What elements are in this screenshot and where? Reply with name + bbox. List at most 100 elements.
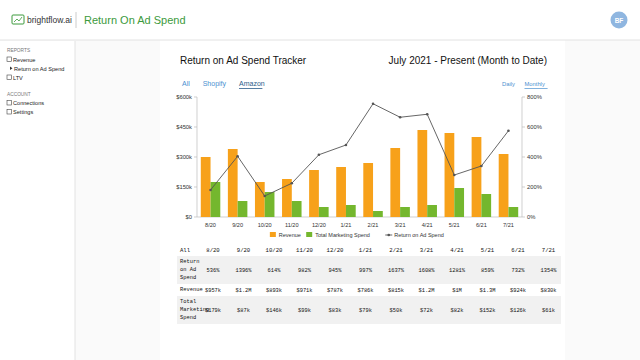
legend-label: Revenue bbox=[279, 232, 301, 238]
source-tab[interactable]: Amazon bbox=[239, 80, 265, 87]
y2-tick-label: 800% bbox=[527, 94, 542, 100]
x-tick-label: 11/20 bbox=[285, 222, 299, 228]
bar bbox=[400, 207, 410, 217]
sidebar-icon bbox=[7, 110, 12, 115]
table-cell: $146k bbox=[266, 308, 282, 314]
y2-tick bbox=[522, 187, 525, 188]
legend-swatch bbox=[385, 235, 392, 236]
x-tick-label: 8/20 bbox=[205, 222, 216, 228]
bar bbox=[346, 205, 356, 217]
table-header: 3/21 bbox=[420, 247, 434, 254]
bar bbox=[336, 167, 346, 217]
bar bbox=[238, 201, 248, 217]
line-point bbox=[453, 174, 456, 177]
sidebar-item[interactable]: Return on Ad Spend bbox=[14, 66, 64, 72]
bar bbox=[454, 188, 464, 217]
table-header: 8/20 bbox=[206, 247, 220, 254]
x-tick-label: 3/21 bbox=[395, 222, 406, 228]
sidebar-icon bbox=[7, 57, 12, 62]
table-cell: $82k bbox=[451, 308, 464, 314]
source-tab[interactable]: All bbox=[182, 80, 190, 87]
sidebar-item[interactable]: Revenue bbox=[13, 57, 35, 63]
y-tick bbox=[194, 157, 197, 158]
table-row-label-line: Spend bbox=[180, 315, 196, 321]
table-cell: $830k bbox=[540, 288, 556, 294]
legend-swatch bbox=[270, 232, 276, 237]
bar bbox=[373, 211, 383, 217]
bar bbox=[499, 154, 509, 217]
y-tick bbox=[194, 217, 197, 218]
table-cell: $815k bbox=[388, 288, 404, 294]
x-tick-label: 5/21 bbox=[449, 222, 460, 228]
legend-swatch-marker bbox=[387, 234, 390, 237]
table-cell: $99k bbox=[298, 308, 311, 314]
table-header: 5/21 bbox=[481, 247, 495, 254]
y2-tick bbox=[522, 157, 525, 158]
chart-subtitle: July 2021 - Present (Month to Date) bbox=[389, 55, 547, 66]
table-cell: $72k bbox=[420, 308, 433, 314]
table-cell: 536% bbox=[207, 268, 221, 274]
table-row-label-line: Revenue bbox=[180, 287, 203, 293]
x-tick-label: 4/21 bbox=[422, 222, 433, 228]
bar bbox=[228, 149, 238, 217]
table-header: 7/21 bbox=[542, 247, 556, 254]
table-cell: 982% bbox=[298, 268, 312, 274]
sidebar-chevron bbox=[10, 67, 13, 71]
bar bbox=[445, 133, 455, 217]
line-point bbox=[236, 155, 239, 158]
sidebar-icon bbox=[7, 75, 12, 80]
y2-tick bbox=[522, 127, 525, 128]
y2-tick bbox=[522, 217, 525, 218]
tab-underline bbox=[239, 88, 262, 89]
sidebar-item[interactable]: Settings bbox=[13, 109, 33, 115]
line-point bbox=[345, 144, 348, 147]
table-cell: 614% bbox=[268, 268, 282, 274]
table-row-shade bbox=[177, 296, 561, 324]
y2-tick-label: 0% bbox=[527, 214, 535, 220]
sidebar-item[interactable]: Connections bbox=[13, 100, 44, 106]
table-cell: $79k bbox=[359, 308, 372, 314]
content-panel bbox=[160, 40, 565, 360]
table-row-label-line: Return bbox=[180, 259, 199, 265]
bar bbox=[417, 130, 427, 217]
bar bbox=[472, 137, 482, 217]
y-tick-label: $0 bbox=[186, 214, 192, 220]
line-point bbox=[290, 182, 293, 185]
x-tick-label: 1/21 bbox=[341, 222, 352, 228]
sidebar-item[interactable]: LTV bbox=[13, 75, 23, 81]
line-point bbox=[480, 165, 483, 168]
table-row-label-line: Spend bbox=[180, 275, 196, 281]
x-tick-label: 9/20 bbox=[232, 222, 243, 228]
table-header: 9/20 bbox=[237, 247, 251, 254]
interval-tab[interactable]: Daily bbox=[502, 81, 515, 87]
bar bbox=[508, 207, 518, 217]
table-cell: $179k bbox=[205, 308, 221, 314]
header-border bbox=[0, 40, 640, 41]
line-point bbox=[372, 102, 375, 105]
y2-tick-label: 200% bbox=[527, 184, 542, 190]
y2-tick-label: 400% bbox=[527, 154, 542, 160]
y2-tick bbox=[522, 97, 525, 98]
y-tick-label: $150k bbox=[176, 184, 192, 190]
table-cell: 859% bbox=[481, 268, 495, 274]
table-header: 12/20 bbox=[327, 247, 344, 254]
table-header: 2/21 bbox=[389, 247, 403, 254]
avatar-text: BF bbox=[615, 17, 624, 24]
sidebar-border bbox=[75, 41, 76, 360]
table-cell: $61k bbox=[542, 308, 555, 314]
interval-tab[interactable]: Monthly bbox=[525, 81, 545, 87]
x-tick-label: 7/21 bbox=[503, 222, 514, 228]
sidebar bbox=[0, 41, 75, 360]
line bbox=[211, 104, 509, 196]
table-cell: $924k bbox=[510, 288, 526, 294]
y-tick-label: $450k bbox=[176, 124, 192, 130]
line-point bbox=[507, 129, 510, 132]
table-header: 1/21 bbox=[359, 247, 373, 254]
table-cell: $126k bbox=[510, 308, 526, 314]
avatar[interactable] bbox=[611, 12, 628, 29]
table-row-label: Revenue bbox=[180, 287, 203, 293]
table-row-shade bbox=[177, 256, 561, 284]
source-tab[interactable]: Shopify bbox=[203, 80, 227, 88]
line-point bbox=[399, 116, 402, 119]
x-tick-label: 6/21 bbox=[476, 222, 487, 228]
